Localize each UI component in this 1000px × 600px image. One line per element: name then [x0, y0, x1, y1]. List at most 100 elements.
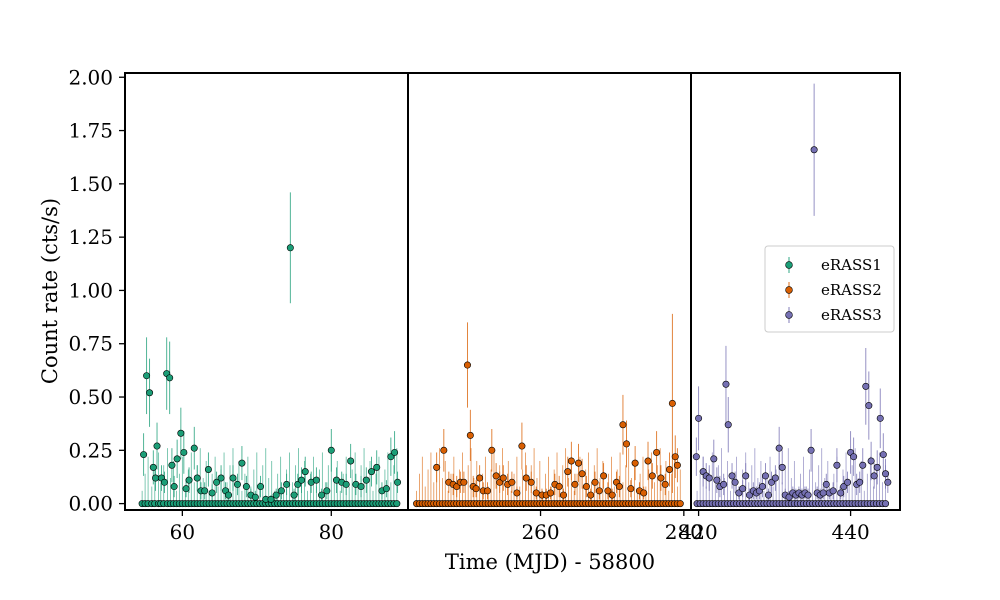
data-point [591, 478, 599, 486]
legend-marker [785, 286, 793, 294]
data-point [160, 478, 168, 486]
data-point [668, 399, 676, 407]
x-tick-label: 440 [832, 520, 870, 544]
data-point [844, 478, 852, 486]
data-point [484, 487, 492, 495]
data-point [217, 474, 225, 482]
data-point [168, 461, 176, 469]
data-point [731, 478, 739, 486]
data-point [771, 474, 779, 482]
data-point [867, 457, 875, 465]
data-point [653, 448, 661, 456]
data-point [761, 472, 769, 480]
data-point [492, 472, 500, 480]
legend-marker [785, 261, 793, 269]
data-point [208, 489, 216, 497]
data-point [391, 448, 399, 456]
data-point [238, 459, 246, 467]
data-point [312, 476, 320, 484]
data-point [807, 446, 815, 454]
data-point [463, 361, 471, 369]
data-point [648, 472, 656, 480]
panel-erass1: 60 80 [124, 72, 409, 544]
data-point [476, 474, 484, 482]
data-point [440, 446, 448, 454]
data-point [499, 474, 507, 482]
data-point [615, 483, 623, 491]
data-point [373, 463, 381, 471]
data-point [527, 478, 535, 486]
data-point [862, 382, 870, 390]
data-point [661, 480, 669, 488]
data-point [822, 480, 830, 488]
data-point [555, 483, 563, 491]
data-point [765, 491, 773, 499]
data-point [190, 444, 198, 452]
legend-marker [785, 311, 793, 319]
data-point [283, 480, 291, 488]
data-point [657, 474, 665, 482]
y-tick-label: 1.00 [68, 278, 113, 302]
data-point [357, 483, 365, 491]
data-point [775, 444, 783, 452]
data-point [571, 480, 579, 488]
data-point [433, 463, 441, 471]
data-point [301, 468, 309, 476]
x-axis-label: Time (MJD) - 58800 [445, 550, 655, 574]
data-point [466, 431, 474, 439]
y-tick-label: 1.50 [68, 172, 113, 196]
data-point [143, 372, 151, 380]
data-point [318, 491, 326, 499]
legend-label: eRASS1 [821, 256, 882, 274]
data-point [859, 461, 867, 469]
panel-erass2: 260 280 [407, 72, 703, 544]
zero-point [882, 500, 890, 508]
panel-frame [124, 72, 409, 511]
data-point [472, 485, 480, 493]
data-point [856, 478, 864, 486]
data-point [724, 421, 732, 429]
y-tick-label: 0.00 [68, 492, 113, 516]
data-point [695, 414, 703, 422]
data-point [778, 463, 786, 471]
data-point [488, 446, 496, 454]
y-tick-label: 2.00 [68, 65, 113, 89]
data-point [298, 476, 306, 484]
data-point [204, 465, 212, 473]
legend-label: eRASS3 [821, 306, 882, 324]
data-point [742, 472, 750, 480]
data-point [201, 487, 209, 495]
data-point [153, 442, 161, 450]
data-point [666, 465, 674, 473]
data-point [547, 489, 555, 497]
data-point [882, 470, 890, 478]
y-tick-label: 1.75 [68, 119, 113, 143]
data-point [180, 448, 188, 456]
data-point [587, 491, 595, 499]
data-point [705, 474, 713, 482]
data-point [739, 485, 747, 493]
data-point [627, 485, 635, 493]
data-point [166, 374, 174, 382]
legend-frame [764, 245, 895, 333]
data-point [460, 478, 468, 486]
data-point [870, 472, 878, 480]
zero-point [393, 500, 401, 508]
data-point [327, 446, 335, 454]
data-point [193, 474, 201, 482]
data-point [170, 483, 178, 491]
data-point [879, 451, 887, 459]
data-point [819, 489, 827, 497]
data-point [149, 463, 157, 471]
y-tick-label: 0.50 [68, 385, 113, 409]
y-axis: 0.00 0.25 0.50 0.75 1.00 1.25 1.50 1.75 2.00 [68, 65, 125, 516]
data-point [177, 429, 185, 437]
data-point [342, 480, 350, 488]
data-point [833, 461, 841, 469]
data-point [286, 244, 294, 252]
data-point [559, 491, 567, 499]
data-point [518, 442, 526, 450]
data-point [604, 487, 612, 495]
data-point [233, 480, 241, 488]
data-point [837, 489, 845, 497]
